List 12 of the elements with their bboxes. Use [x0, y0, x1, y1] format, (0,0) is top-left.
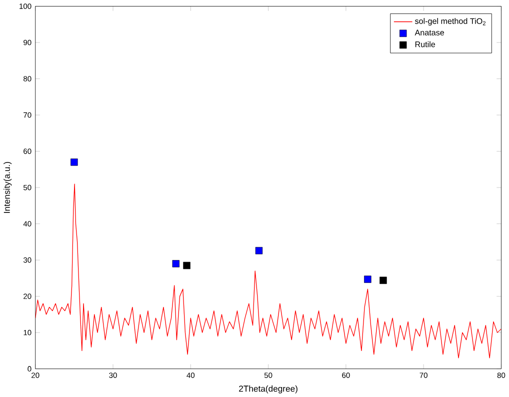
- point: [380, 276, 387, 284]
- point: [172, 260, 180, 268]
- y-axis-title: Intensity(a.u.): [4, 162, 12, 213]
- point: [70, 158, 78, 166]
- point: [364, 276, 372, 283]
- legend-label: Anatase: [414, 30, 444, 36]
- legend-label: sol-gel method TiO$_{2}$: [414, 18, 486, 26]
- legend-label: Rutile: [415, 41, 436, 48]
- x-axis-title: 2Theta(degree): [239, 385, 298, 394]
- line-series: [35, 184, 502, 358]
- point: [183, 262, 190, 270]
- point: [255, 247, 263, 254]
